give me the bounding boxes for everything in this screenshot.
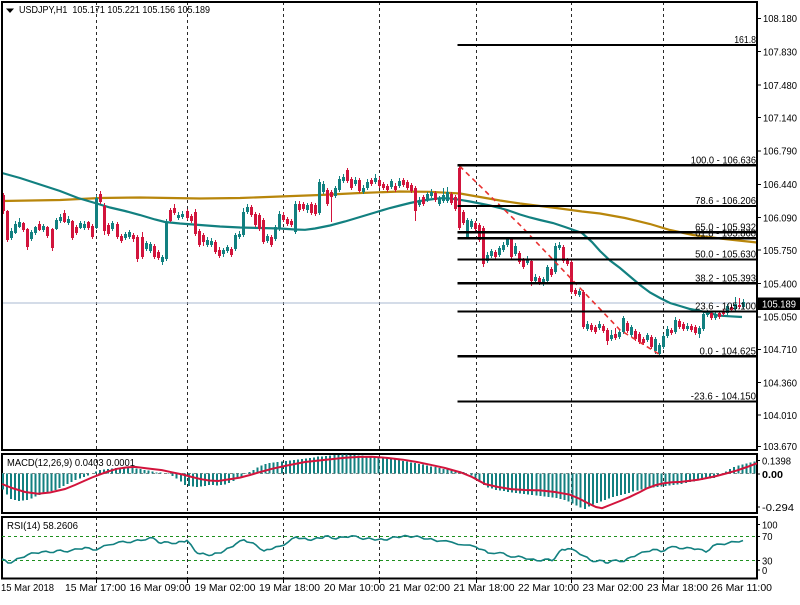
svg-text:161.8: 161.8 xyxy=(734,34,756,46)
svg-text:105.750: 105.750 xyxy=(763,245,797,257)
svg-text:107.830: 107.830 xyxy=(763,47,797,59)
svg-text:22 Mar 10:00: 22 Mar 10:00 xyxy=(518,582,579,594)
svg-text:15 Mar 2018: 15 Mar 2018 xyxy=(1,582,54,594)
svg-text:65.0 - 105.932: 65.0 - 105.932 xyxy=(695,221,756,233)
svg-text:20 Mar 10:00: 20 Mar 10:00 xyxy=(324,582,385,594)
svg-text:70: 70 xyxy=(762,531,773,543)
svg-text:100.0 - 106.636: 100.0 - 106.636 xyxy=(691,154,756,166)
svg-text:16 Mar 09:00: 16 Mar 09:00 xyxy=(130,582,191,594)
svg-text:RSI(14) 58.2606: RSI(14) 58.2606 xyxy=(7,520,78,532)
svg-text:105.400: 105.400 xyxy=(763,278,797,290)
svg-text:19 Mar 02:00: 19 Mar 02:00 xyxy=(195,582,256,594)
svg-text:21 Mar 18:00: 21 Mar 18:00 xyxy=(454,582,515,594)
svg-text:0.1398: 0.1398 xyxy=(762,455,791,467)
svg-text:103.670: 103.670 xyxy=(763,441,797,453)
svg-text:108.180: 108.180 xyxy=(763,13,797,25)
svg-text:107.140: 107.140 xyxy=(763,112,797,124)
svg-text:23 Mar 18:00: 23 Mar 18:00 xyxy=(647,582,708,594)
svg-text:19 Mar 18:00: 19 Mar 18:00 xyxy=(259,582,320,594)
svg-text:26 Mar 11:00: 26 Mar 11:00 xyxy=(711,582,772,594)
svg-text:-23.6 - 104.150: -23.6 - 104.150 xyxy=(691,391,756,403)
svg-text:-0.294: -0.294 xyxy=(762,502,794,514)
svg-text:0.00: 0.00 xyxy=(762,469,783,481)
svg-text:105.050: 105.050 xyxy=(763,312,797,324)
svg-text:23 Mar 02:00: 23 Mar 02:00 xyxy=(583,582,644,594)
svg-text:15 Mar 17:00: 15 Mar 17:00 xyxy=(65,582,126,594)
svg-text:104.710: 104.710 xyxy=(763,344,797,356)
svg-text:104.360: 104.360 xyxy=(763,378,797,390)
svg-text:23.6 - 105.100: 23.6 - 105.100 xyxy=(695,301,756,313)
svg-text:100: 100 xyxy=(762,520,778,532)
svg-text:78.6 - 106.206: 78.6 - 106.206 xyxy=(695,195,756,207)
svg-text:104.010: 104.010 xyxy=(763,410,797,422)
svg-text:USDJPY,H1 105.171 105.221 105: USDJPY,H1 105.171 105.221 105.156 105.18… xyxy=(19,4,210,16)
svg-text:MACD(12,26,9) 0.0403 0.0001: MACD(12,26,9) 0.0403 0.0001 xyxy=(7,457,135,469)
svg-text:106.790: 106.790 xyxy=(763,146,797,158)
svg-text:21 Mar 02:00: 21 Mar 02:00 xyxy=(389,582,450,594)
svg-text:106.440: 106.440 xyxy=(763,179,797,191)
svg-text:107.480: 107.480 xyxy=(763,80,797,92)
svg-text:0: 0 xyxy=(762,565,767,577)
svg-text:61.8 - 105.868: 61.8 - 105.868 xyxy=(695,227,756,239)
svg-text:0.0 - 104.625: 0.0 - 104.625 xyxy=(700,345,757,357)
svg-text:38.2 - 105.393: 38.2 - 105.393 xyxy=(695,272,756,284)
svg-text:50.0 - 105.630: 50.0 - 105.630 xyxy=(695,249,756,261)
svg-text:105.189: 105.189 xyxy=(762,299,796,311)
svg-text:30: 30 xyxy=(762,556,773,568)
svg-text:106.090: 106.090 xyxy=(763,213,797,225)
